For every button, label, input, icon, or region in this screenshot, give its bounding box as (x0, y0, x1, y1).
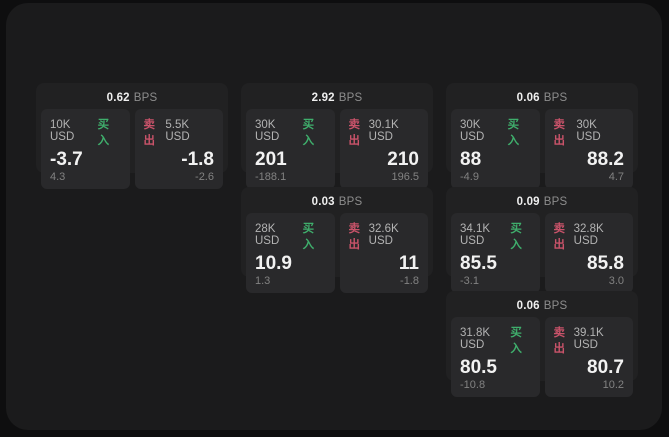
sell-panel[interactable]: 卖出 30.1K USD 210 196.5 (339, 109, 428, 189)
buy-panel[interactable]: 34.1K USD 买入 85.5 -3.1 (451, 213, 540, 293)
buy-delta: -10.8 (460, 379, 486, 391)
sell-side-label: 卖出 (143, 119, 156, 147)
buy-panel[interactable]: 30K USD 买入 88 -4.9 (451, 109, 540, 189)
panels: 10K USD 买入 -3.7 4.3 卖出 5.5K USD -1.8 -2.… (41, 109, 223, 189)
sell-price: 80.7 (587, 357, 624, 378)
buy-delta: 1.3 (255, 275, 271, 287)
buy-panel[interactable]: 10K USD 买入 -3.7 4.3 (41, 109, 130, 189)
quote-card-2: 2.92 BPS 30K USD 买入 201 -188.1 卖出 30.1K U… (241, 83, 433, 189)
quote-card-1: 0.62 BPS 10K USD 买入 -3.7 4.3 卖出 5.5K USD (36, 83, 228, 189)
bps-value: 0.06 (516, 300, 540, 312)
buy-price: 80.5 (460, 357, 497, 378)
bps-header: 0.62 BPS (41, 88, 223, 109)
bps-unit-label: BPS (338, 92, 363, 104)
sell-notional: 30.1K USD (368, 119, 399, 143)
sell-delta: -2.6 (195, 171, 214, 183)
buy-notional: 30K USD (460, 119, 485, 143)
buy-notional: 30K USD (255, 119, 280, 143)
buy-side-label: 买入 (97, 119, 110, 147)
sell-notional: 32.8K USD (573, 223, 604, 247)
sell-price: 85.8 (587, 253, 624, 274)
sell-notional: 32.6K USD (368, 223, 399, 247)
panels: 31.8K USD 买入 80.5 -10.8 卖出 39.1K USD 80.… (451, 317, 633, 397)
buy-side-label: 买入 (302, 119, 315, 147)
bps-value: 0.62 (106, 92, 130, 104)
bps-unit-label: BPS (543, 196, 568, 208)
buy-price: 201 (255, 149, 287, 170)
buy-price: 10.9 (255, 253, 292, 274)
sell-side-label: 卖出 (348, 223, 361, 251)
bps-header: 0.06 BPS (451, 88, 633, 109)
bps-value: 0.09 (516, 196, 540, 208)
bps-header: 0.09 BPS (451, 192, 633, 213)
buy-delta: -188.1 (255, 171, 287, 183)
buy-delta: 4.3 (50, 171, 66, 183)
buy-side-label: 买入 (510, 223, 522, 251)
quote-cards-grid: 0.62 BPS 10K USD 买入 -3.7 4.3 卖出 5.5K USD (36, 83, 638, 397)
sell-price: 11 (398, 253, 419, 274)
bps-header: 0.03 BPS (246, 192, 428, 213)
sell-delta: 196.5 (391, 171, 419, 183)
panels: 30K USD 买入 201 -188.1 卖出 30.1K USD 210 1… (246, 109, 428, 189)
buy-notional: 31.8K USD (460, 327, 491, 351)
bps-value: 0.03 (311, 196, 335, 208)
bps-unit-label: BPS (133, 92, 158, 104)
sell-notional: 5.5K USD (165, 119, 190, 143)
sell-panel[interactable]: 卖出 39.1K USD 80.7 10.2 (544, 317, 633, 397)
buy-delta: -3.1 (460, 275, 479, 287)
sell-side-label: 卖出 (553, 119, 566, 147)
sell-delta: 10.2 (602, 379, 624, 391)
panels: 30K USD 买入 88 -4.9 卖出 30K USD 88.2 4.7 (451, 109, 633, 189)
sell-panel[interactable]: 卖出 30K USD 88.2 4.7 (544, 109, 633, 189)
bps-unit-label: BPS (543, 300, 568, 312)
buy-panel[interactable]: 31.8K USD 买入 80.5 -10.8 (451, 317, 540, 397)
buy-price: 88 (460, 149, 482, 170)
buy-side-label: 买入 (507, 119, 520, 147)
bps-header: 0.06 BPS (451, 296, 633, 317)
app-surface: 0.62 BPS 10K USD 买入 -3.7 4.3 卖出 5.5K USD (6, 3, 662, 430)
buy-side-label: 买入 (510, 327, 522, 355)
buy-panel[interactable]: 28K USD 买入 10.9 1.3 (246, 213, 335, 293)
bps-unit-label: BPS (338, 196, 363, 208)
bps-value: 2.92 (311, 92, 335, 104)
sell-notional: 39.1K USD (573, 327, 604, 351)
buy-panel[interactable]: 30K USD 买入 201 -188.1 (246, 109, 335, 189)
sell-panel[interactable]: 卖出 32.6K USD 11 -1.8 (339, 213, 428, 293)
buy-delta: -4.9 (460, 171, 479, 183)
panels: 28K USD 买入 10.9 1.3 卖出 32.6K USD 11 -1.8 (246, 213, 428, 293)
sell-panel[interactable]: 卖出 5.5K USD -1.8 -2.6 (134, 109, 223, 189)
sell-panel[interactable]: 卖出 32.8K USD 85.8 3.0 (544, 213, 633, 293)
buy-side-label: 买入 (302, 223, 315, 251)
quote-card-4: 0.03 BPS 28K USD 买入 10.9 1.3 卖出 32.6K USD (241, 187, 433, 293)
buy-notional: 28K USD (255, 223, 280, 247)
buy-price: -3.7 (50, 149, 83, 170)
quote-card-3: 0.06 BPS 30K USD 买入 88 -4.9 卖出 30K USD (446, 83, 638, 189)
buy-notional: 34.1K USD (460, 223, 491, 247)
bps-unit-label: BPS (543, 92, 568, 104)
buy-price: 85.5 (460, 253, 497, 274)
bps-header: 2.92 BPS (246, 88, 428, 109)
buy-notional: 10K USD (50, 119, 75, 143)
quote-card-5: 0.09 BPS 34.1K USD 买入 85.5 -3.1 卖出 32.8K … (446, 187, 638, 293)
sell-price: 88.2 (587, 149, 624, 170)
sell-side-label: 卖出 (348, 119, 361, 147)
sell-price: -1.8 (181, 149, 214, 170)
bps-value: 0.06 (516, 92, 540, 104)
sell-notional: 30K USD (576, 119, 601, 143)
sell-side-label: 卖出 (553, 327, 566, 355)
sell-delta: 3.0 (608, 275, 624, 287)
panels: 34.1K USD 买入 85.5 -3.1 卖出 32.8K USD 85.8… (451, 213, 633, 293)
sell-delta: -1.8 (400, 275, 419, 287)
sell-delta: 4.7 (608, 171, 624, 183)
quote-card-6: 0.06 BPS 31.8K USD 买入 80.5 -10.8 卖出 39.1K… (446, 291, 638, 397)
sell-price: 210 (387, 149, 419, 170)
sell-side-label: 卖出 (553, 223, 566, 251)
